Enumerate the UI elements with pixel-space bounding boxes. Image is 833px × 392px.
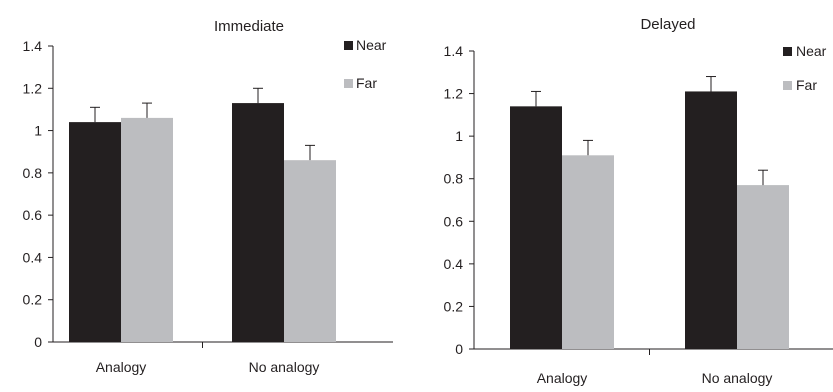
y-tick-label: 0.8 <box>444 171 464 187</box>
legend-swatch-near <box>344 41 353 50</box>
legend-label-far: Far <box>356 75 377 91</box>
y-tick-label: 0.6 <box>23 207 43 223</box>
y-tick-label: 0 <box>455 341 463 357</box>
x-tick-label: Analogy <box>537 370 588 386</box>
bar-near-analogy <box>510 106 562 349</box>
bar-far-no-analogy <box>284 160 336 342</box>
y-tick-label: 1.4 <box>444 43 464 59</box>
y-tick-label: 1.4 <box>23 38 43 54</box>
legend-swatch-far <box>783 81 792 90</box>
x-tick-label: No analogy <box>249 359 320 375</box>
y-tick-label: 0.8 <box>23 165 43 181</box>
legend-label-near: Near <box>356 37 387 53</box>
y-tick-label: 1 <box>455 128 463 144</box>
bar-near-no-analogy <box>232 103 284 342</box>
legend-label-far: Far <box>796 77 817 93</box>
y-tick-label: 0.4 <box>23 249 43 265</box>
legend-label-near: Near <box>796 43 827 59</box>
chart-immediate: Immediate 0 0.2 0.4 0.6 0.8 1 1.2 1.4 Analogy No a… <box>23 18 393 375</box>
y-tick-label: 0.2 <box>444 298 464 314</box>
bar-near-no-analogy <box>685 91 737 349</box>
legend-swatch-far <box>344 79 353 88</box>
y-tick-label: 1 <box>34 123 42 139</box>
bar-far-analogy <box>121 117 173 342</box>
legend-swatch-near <box>783 47 792 56</box>
y-tick-label: 0.6 <box>444 213 464 229</box>
chart-title: Delayed <box>640 16 695 33</box>
chart-delayed: Delayed 0 0.2 0.4 0.6 0.8 1 1.2 1.4 Analogy No ana… <box>444 16 833 386</box>
y-tick-label: 0.4 <box>444 256 464 272</box>
y-tick-label: 1.2 <box>444 86 464 102</box>
bar-near-analogy <box>69 122 121 342</box>
y-tick-label: 1.2 <box>23 80 43 96</box>
chart-title: Immediate <box>214 18 284 35</box>
bar-far-analogy <box>562 155 614 349</box>
x-tick-label: No analogy <box>702 370 773 386</box>
bar-far-no-analogy <box>737 185 789 349</box>
y-tick-label: 0 <box>34 334 42 350</box>
x-tick-label: Analogy <box>96 359 147 375</box>
y-tick-label: 0.2 <box>23 292 43 308</box>
